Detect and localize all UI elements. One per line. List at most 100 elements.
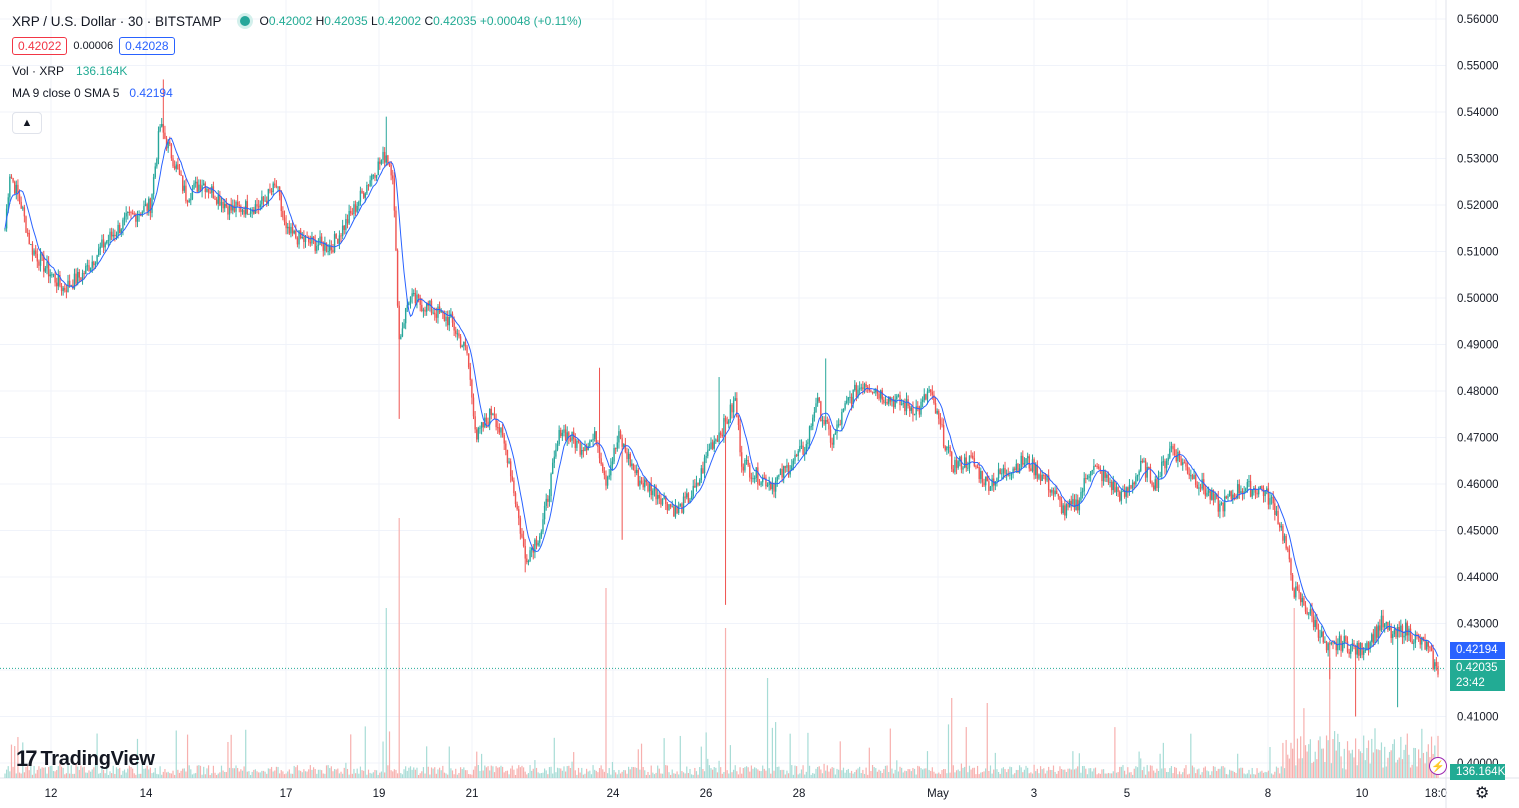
candle-body [1396,626,1399,638]
volume-bar [90,771,92,778]
candle-body [821,420,824,422]
candle-body [650,483,652,496]
candle-body [543,505,546,520]
volume-bar [757,769,759,778]
volume-bar [186,734,189,778]
volume-bar [823,763,825,778]
collapse-legend-button[interactable]: ▲ [12,112,42,134]
volume-bar [476,751,478,778]
volume-bar [1146,765,1148,778]
volume-bar [1230,770,1232,778]
candle-body [736,398,738,418]
candle-body [1143,460,1145,462]
candle-body [802,445,804,455]
gear-icon[interactable]: ⚙ [1475,785,1490,802]
candle-body [1185,462,1187,467]
volume-bar [577,767,580,778]
volume-bar [1332,739,1334,778]
volume-bar [18,772,21,778]
candle-body [68,280,71,287]
volume-indicator-legend[interactable]: Vol · XRP 136.164K [12,64,128,78]
candle-body [64,287,66,291]
candle-body [888,396,890,404]
volume-bar [729,745,731,778]
candle-body [611,461,614,466]
volume-bar [792,774,794,778]
volume-bar [1325,735,1328,778]
volume-bar [582,774,584,778]
candle-body [952,469,955,473]
candle-body [374,175,376,178]
volume-bar [258,772,260,778]
candle-body [266,200,268,204]
volume-bar [947,724,950,778]
candle-body [1238,484,1240,494]
candle-body [1112,481,1114,491]
candle-body [1311,609,1313,617]
lightning-icon[interactable]: ⚡ [1429,757,1447,775]
volume-bar [246,771,248,778]
volume-bar [1088,768,1090,778]
volume-bar [463,767,465,778]
volume-bar [419,773,421,778]
candle-body [214,198,216,200]
volume-bar [712,769,714,778]
volume-bar [127,768,129,778]
y-tick-label: 0.44000 [1457,572,1499,584]
volume-bar [98,773,100,778]
candle-body [193,183,195,190]
volume-bar [1169,768,1171,778]
candle-body [1125,487,1127,497]
volume-bar [988,770,990,778]
candle-body [1312,616,1315,628]
candle-body [1186,466,1189,474]
volume-bar [689,768,691,778]
candle-body [1382,615,1384,628]
candle-body [955,459,958,468]
candle-body [1043,474,1045,476]
candle-body [1422,637,1425,641]
volume-bar [779,770,782,778]
tradingview-logo[interactable]: 17 TradingView [16,746,155,771]
candle-body [530,547,533,551]
buy-button[interactable]: 0.42028 [119,37,175,55]
candle-body [1308,613,1310,615]
volume-bar [1151,765,1153,778]
candle-body [957,461,959,468]
volume-bar [132,768,134,778]
candle-body [138,214,140,216]
candle-body [900,404,903,406]
volume-bar [849,772,851,778]
volume-bar [994,752,996,778]
volume-bar [558,768,560,778]
volume-bar [1426,751,1428,778]
volume-bar [884,765,887,778]
candle-body [453,322,455,331]
market-status-icon[interactable] [239,16,250,26]
symbol-title[interactable]: XRP / U.S. Dollar · 30 · BITSTAMP [12,13,222,29]
sell-button[interactable]: 0.42022 [12,37,68,55]
volume-bar [237,768,239,778]
volume-bar [477,765,479,778]
volume-bar [560,768,562,778]
volume-bar [382,741,384,778]
candle-body [629,453,631,466]
y-tick-label: 0.48000 [1457,386,1499,398]
volume-bar [490,765,492,778]
candle-body [1413,642,1415,644]
candle-body [164,132,166,139]
volume-bar [574,770,576,778]
volume-bar [91,769,93,778]
candle-body [47,261,50,277]
volume-bar [1367,740,1370,778]
ma-indicator-legend[interactable]: MA 9 close 0 SMA 5 0.42194 [12,86,173,100]
candle-body [1430,647,1433,651]
candle-body [476,429,478,440]
volume-bar [235,765,237,778]
volume-bar [678,774,680,778]
candle-body [288,226,291,234]
candle-body [1026,456,1029,459]
candle-body [938,411,940,419]
volume-bar [1327,740,1329,778]
